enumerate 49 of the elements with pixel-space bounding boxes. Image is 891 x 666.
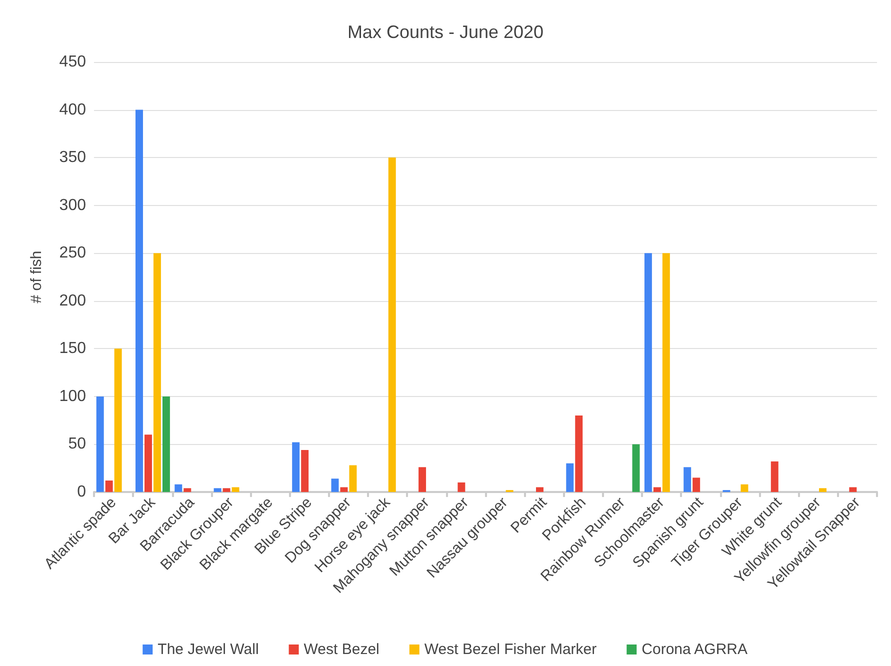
bar xyxy=(418,467,426,492)
bar xyxy=(114,348,122,492)
y-tick-label: 150 xyxy=(59,340,86,358)
bar xyxy=(740,484,748,492)
bar xyxy=(632,444,640,492)
y-tick-label: 450 xyxy=(59,54,86,70)
y-tick-label: 50 xyxy=(68,436,86,453)
bar xyxy=(349,465,357,492)
bar xyxy=(388,158,396,492)
y-tick-label: 250 xyxy=(59,244,86,262)
bar xyxy=(136,110,143,492)
bar xyxy=(340,487,348,492)
bar xyxy=(144,434,152,492)
legend-label: West Bezel Fisher Marker xyxy=(424,641,597,658)
bar xyxy=(849,487,857,492)
y-tick-label: 100 xyxy=(59,388,86,405)
bar xyxy=(96,396,104,492)
bar xyxy=(292,442,300,492)
bar xyxy=(770,461,778,492)
chart-title: Max Counts - June 2020 xyxy=(347,22,544,42)
legend-label: West Bezel xyxy=(304,641,380,658)
bar xyxy=(184,488,192,492)
bar xyxy=(222,488,230,492)
bar xyxy=(174,484,182,492)
bar xyxy=(301,450,309,492)
bar xyxy=(458,482,466,492)
bar xyxy=(684,467,692,492)
bar xyxy=(232,487,240,492)
bar xyxy=(566,463,574,492)
y-tick-label: 400 xyxy=(59,101,86,118)
y-tick-label: 300 xyxy=(59,196,86,214)
bar xyxy=(692,478,700,492)
bar xyxy=(644,253,652,492)
y-tick-label: 200 xyxy=(59,292,86,310)
y-axis-title: # of fish xyxy=(28,250,45,304)
bar xyxy=(575,416,583,492)
bar xyxy=(819,488,827,492)
bar xyxy=(162,396,170,492)
bar xyxy=(153,253,161,492)
legend-label: Corona AGRRA xyxy=(642,641,748,658)
bar xyxy=(653,487,661,492)
bar xyxy=(331,478,339,492)
legend-label: The Jewel Wall xyxy=(158,641,259,658)
bar xyxy=(214,488,222,492)
bar xyxy=(105,480,113,492)
y-tick-label: 350 xyxy=(59,149,86,166)
bar xyxy=(536,487,544,492)
bar xyxy=(662,253,670,492)
y-tick-label: 0 xyxy=(77,484,86,500)
